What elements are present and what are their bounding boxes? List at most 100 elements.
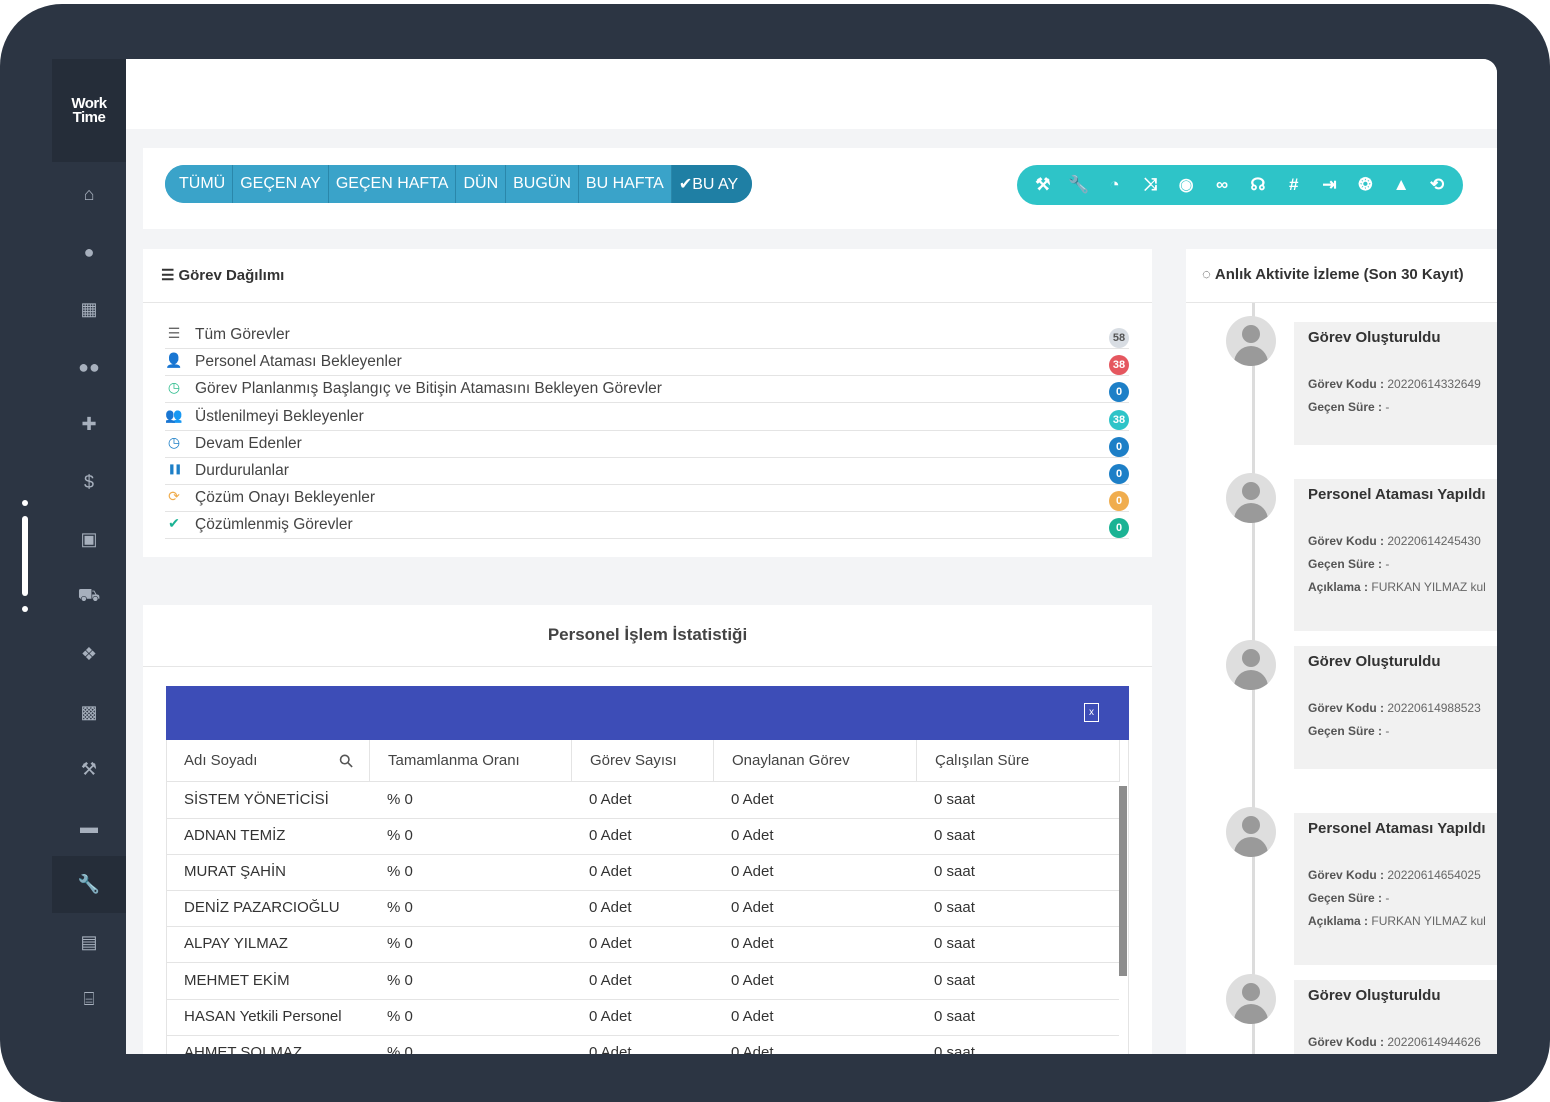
sidebar-item-wrench[interactable]: 🔧	[52, 856, 126, 913]
table-cell: 0 Adet	[589, 935, 632, 953]
hashtag-icon[interactable]: #	[1288, 175, 1299, 194]
table-cell: % 0	[387, 1043, 413, 1054]
eye-icon[interactable]: ◉	[1178, 175, 1194, 194]
gorev-row-label: Personel Ataması Bekleyenler	[195, 353, 402, 371]
gorev-row[interactable]: ⟳ Çözüm Onayı Bekleyenler 0	[165, 485, 1129, 513]
column-header[interactable]: Adı Soyadı ⚲	[166, 740, 370, 782]
sidebar-item-qrcode[interactable]: ▩	[52, 684, 126, 741]
list-icon: ☰	[167, 325, 181, 341]
users-icon: ●●	[78, 356, 100, 377]
sidebar-item-user[interactable]: ●	[52, 224, 126, 281]
filter-5[interactable]: BU HAFTA	[578, 165, 672, 203]
table-row[interactable]: ALPAY YILMAZ % 0 0 Adet 0 Adet 0 saat	[166, 926, 1119, 964]
column-header[interactable]: Tamamlanma Oranı	[370, 740, 572, 782]
search-icon[interactable]: ⚲	[334, 749, 358, 773]
divider	[1186, 302, 1497, 303]
filter-2[interactable]: GEÇEN HAFTA	[328, 165, 457, 203]
activity-card[interactable]: Görev Oluşturuldu Görev Kodu : 2022061498…	[1294, 646, 1497, 769]
activity-detail: Açıklama : FURKAN YILMAZ kul	[1308, 580, 1486, 594]
table-row[interactable]: AHMET SOLMAZ % 0 0 Adet 0 Adet 0 saat	[166, 1035, 1119, 1054]
filter-4[interactable]: BUGÜN	[506, 165, 579, 203]
table-cell: 0 saat	[934, 827, 975, 845]
filter-1[interactable]: GEÇEN AY	[233, 165, 329, 203]
activity-detail-key: Geçen Süre :	[1308, 400, 1383, 414]
gorev-row[interactable]: ✔ Çözümlenmiş Görevler 0	[165, 512, 1129, 540]
table-cell: % 0	[387, 827, 413, 845]
bank-icon: ⌸	[83, 989, 95, 1009]
money-icon: ▣	[80, 529, 98, 549]
activity-detail: Görev Kodu : 20220614944626	[1308, 1035, 1481, 1049]
activity-card[interactable]: Görev Oluşturuldu Görev Kodu : 2022061494…	[1294, 980, 1497, 1054]
divider	[143, 302, 1152, 303]
sidebar-item-users[interactable]: ●●	[52, 339, 126, 396]
date-filter-group: TÜMÜ GEÇEN AY GEÇEN HAFTA DÜN BUGÜN BU HAFTA ✔…	[165, 165, 753, 203]
gorev-row[interactable]: 👤 Personel Ataması Bekleyenler 38	[165, 349, 1129, 377]
activity-card[interactable]: Personel Ataması Yapıldı Görev Kodu : 202…	[1294, 479, 1497, 631]
table-row[interactable]: ADNAN TEMİZ % 0 0 Adet 0 Adet 0 saat	[166, 818, 1119, 856]
sidebar-item-bank[interactable]: ⌸	[52, 971, 126, 1028]
table-row[interactable]: MEHMET EKİM % 0 0 Adet 0 Adet 0 saat	[166, 963, 1119, 1000]
table-cell: 0 Adet	[731, 935, 774, 953]
sidebar-item-cart[interactable]: ⛟	[52, 569, 126, 626]
shuffle-icon[interactable]: ⤨	[1143, 175, 1158, 194]
sidebar-item-dollar[interactable]: $	[52, 454, 126, 511]
column-header[interactable]: Onaylanan Görev	[714, 740, 917, 782]
table-row[interactable]: MURAT ŞAHİN % 0 0 Adet 0 Adet 0 saat	[166, 854, 1119, 892]
sidebar-item-home[interactable]: ⌂	[52, 166, 126, 223]
table-row[interactable]: DENİZ PAZARCIOĞLU % 0 0 Adet 0 Adet 0 saat	[166, 890, 1119, 928]
gorev-row[interactable]: ☰ Tüm Görevler 58	[165, 322, 1129, 349]
warning-icon[interactable]: ▲	[1392, 175, 1410, 194]
activity-card[interactable]: Görev Oluşturuldu Görev Kodu : 2022061433…	[1294, 322, 1497, 445]
gauge-icon[interactable]: ◔	[1109, 175, 1120, 194]
aktivite-title: ◌ Anlık Aktivite İzleme (Son 30 Kayıt)	[1202, 266, 1464, 283]
filter-3[interactable]: DÜN	[456, 165, 507, 203]
link-icon[interactable]: ∞	[1215, 175, 1229, 194]
activity-detail: Geçen Süre : -	[1308, 724, 1389, 738]
table-cell: 0 Adet	[731, 791, 774, 808]
wrench-icon[interactable]: 🔧	[1068, 175, 1090, 194]
gorev-row-label: Üstlenilmeyi Bekleyenler	[195, 407, 364, 425]
grid-scrollbar[interactable]	[1119, 786, 1127, 976]
activity-detail-key: Görev Kodu :	[1308, 534, 1385, 548]
table-cell: 0 Adet	[589, 899, 632, 917]
table-cell: 0 saat	[934, 863, 975, 881]
tools-icon[interactable]: ⚒	[1035, 175, 1051, 194]
activity-detail-value: 20220614332649	[1384, 377, 1481, 391]
gorev-row-label: Devam Edenler	[195, 434, 302, 452]
gorev-row[interactable]: ❚❚ Durdurulanlar 0	[165, 458, 1129, 485]
count-badge: 38	[1109, 409, 1129, 430]
sidebar-item-office[interactable]: ▤	[52, 914, 126, 971]
building-icon: ▦	[80, 299, 98, 319]
user-plus-icon: 👤	[165, 352, 183, 369]
sidebar-item-building[interactable]: ▦	[52, 281, 126, 338]
filter-0[interactable]: TÜMÜ	[165, 165, 234, 203]
binoculars-icon[interactable]: ☊	[1250, 175, 1266, 194]
column-header[interactable]: Çalışılan Süre	[917, 740, 1120, 782]
gorev-row[interactable]: 👥 Üstlenilmeyi Bekleyenler 38	[165, 404, 1129, 431]
tablet-frame: Work Time ⌂ ● ▦ ●● ✚ $ ▣ ⛟ ❖ ▩ ⚒ ▬ 🔧 ▤ ⌸ TÜMÜ GEÇEN AY G…	[0, 4, 1550, 1102]
sidebar-item-tools[interactable]: ⚒	[52, 741, 126, 798]
table-cell: ADNAN TEMİZ	[184, 827, 286, 845]
sign-out-icon[interactable]: ⇥	[1322, 175, 1337, 194]
activity-card[interactable]: Personel Ataması Yapıldı Görev Kodu : 202…	[1294, 813, 1497, 965]
table-row[interactable]: SİSTEM YÖNETİCİSİ % 0 0 Adet 0 Adet 0 saat	[166, 782, 1119, 819]
count-badge: 58	[1109, 328, 1129, 348]
refresh-icon[interactable]: ⟲	[1429, 175, 1445, 194]
table-row[interactable]: HASAN Yetkili Personel % 0 0 Adet 0 Adet 0 s…	[166, 999, 1119, 1036]
excel-export-icon[interactable]: x	[1084, 703, 1099, 722]
filter-6[interactable]: ✔BU AY	[671, 165, 753, 203]
gorev-row[interactable]: ◷ Görev Planlanmış Başlangıç ve Bitişin A…	[165, 376, 1129, 404]
app-logo[interactable]: Work Time	[52, 59, 126, 162]
fingerprint-icon[interactable]: ❂	[1358, 175, 1373, 194]
sidebar-item-briefcase[interactable]: ▬	[52, 799, 126, 856]
filter-bar: TÜMÜ GEÇEN AY GEÇEN HAFTA DÜN BUGÜN BU HAFTA ✔…	[143, 148, 1497, 229]
sidebar-item-medkit[interactable]: ✚	[52, 396, 126, 453]
sidebar-item-money[interactable]: ▣	[52, 511, 126, 568]
activity-title: Personel Ataması Yapıldı	[1308, 820, 1486, 837]
gorev-row[interactable]: ◷ Devam Edenler 0	[165, 431, 1129, 458]
grid-border	[166, 740, 167, 1054]
divider	[143, 666, 1152, 667]
column-header[interactable]: Görev Sayısı	[572, 740, 714, 782]
sidebar-item-cubes[interactable]: ❖	[52, 626, 126, 683]
activity-detail: Görev Kodu : 20220614332649	[1308, 377, 1481, 391]
